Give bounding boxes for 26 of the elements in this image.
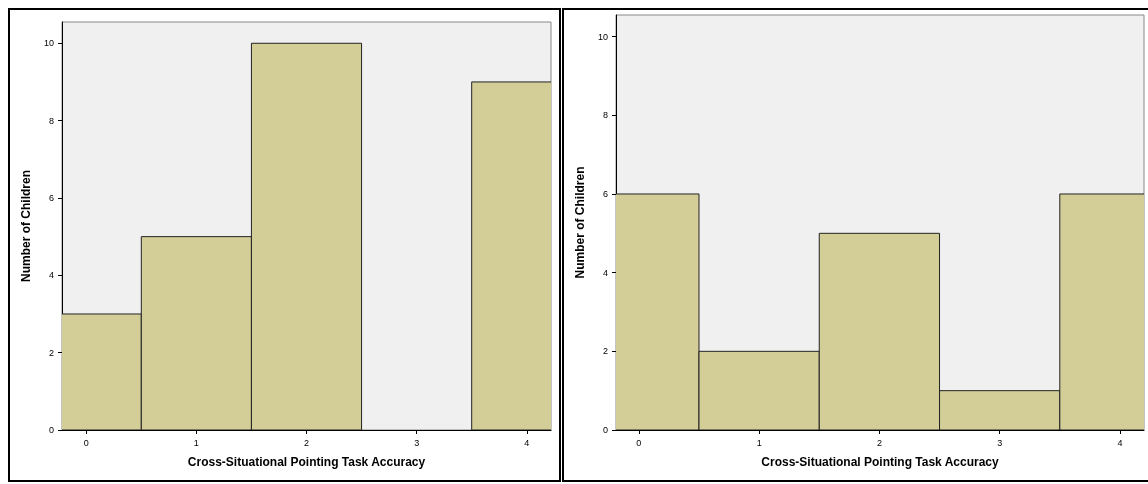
y-tick-label: 10 bbox=[43, 38, 54, 49]
x-tick-label: 2 bbox=[876, 437, 882, 448]
x-tick-label: 4 bbox=[1117, 437, 1123, 448]
y-tick-label: 4 bbox=[48, 270, 54, 281]
y-tick-label: 8 bbox=[602, 110, 608, 121]
y-tick-label: 2 bbox=[48, 347, 54, 358]
x-tick-label: 1 bbox=[193, 437, 199, 448]
y-tick-label: 10 bbox=[597, 31, 608, 42]
y-tick-label: 6 bbox=[602, 188, 608, 199]
y-tick-label: 6 bbox=[48, 192, 54, 203]
x-axis-title: Cross-Situational Pointing Task Accuracy bbox=[761, 455, 1000, 469]
x-tick-label: 2 bbox=[303, 437, 310, 448]
y-tick-label: 8 bbox=[48, 115, 54, 126]
y-tick-label: 0 bbox=[48, 425, 54, 435]
x-tick-label: 0 bbox=[636, 437, 642, 448]
x-tick-label: 0 bbox=[83, 437, 89, 448]
x-tick-label: 1 bbox=[756, 437, 762, 448]
y-axis-title: Number of Children bbox=[573, 166, 587, 279]
x-tick-label: 3 bbox=[414, 437, 420, 448]
x-tick-label: 3 bbox=[997, 437, 1003, 448]
x-axis-title: Cross-Situational Pointing Task Accuracy bbox=[187, 455, 426, 469]
y-tick-label: 2 bbox=[602, 346, 608, 357]
y-tick-label: 0 bbox=[602, 425, 608, 435]
x-tick-label: 4 bbox=[524, 437, 530, 448]
y-axis-title: Number of Children bbox=[19, 169, 33, 283]
y-tick-label: 4 bbox=[602, 267, 608, 278]
